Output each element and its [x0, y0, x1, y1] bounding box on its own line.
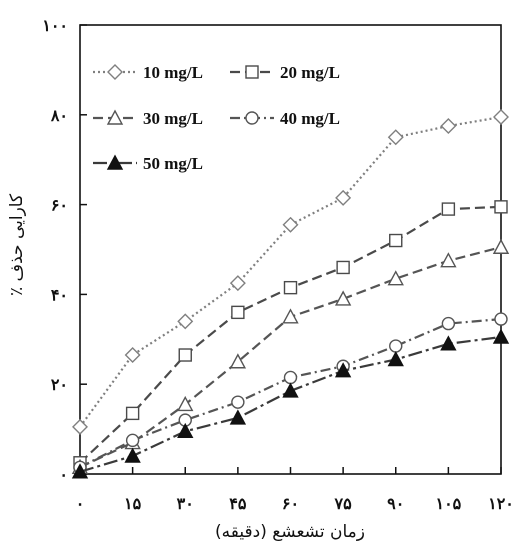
data-point [282, 382, 299, 398]
y-tick-label: ۶۰ [51, 196, 68, 215]
data-point [440, 335, 457, 351]
data-point [387, 351, 404, 367]
y-tick-label: ۴۰ [51, 285, 68, 304]
data-point [334, 290, 352, 306]
data-point [231, 305, 245, 320]
data-point [124, 447, 141, 463]
x-tick-label: ۷۵ [334, 494, 353, 513]
data-point [389, 233, 403, 248]
data-point [282, 216, 299, 233]
series-line [79, 335, 502, 473]
data-point [125, 406, 140, 421]
data-point [494, 200, 508, 214]
data-point [492, 238, 510, 254]
data-point [441, 202, 456, 216]
series-layer [71, 109, 510, 479]
data-point [494, 312, 508, 326]
data-point [282, 308, 299, 324]
data-point [335, 189, 352, 206]
legend-marker [107, 64, 123, 80]
legend-marker [245, 65, 259, 79]
legend-marker [106, 109, 124, 125]
series-line [79, 205, 502, 464]
legend-marker [245, 111, 259, 125]
series-4 [71, 328, 510, 479]
x-tick-label: ۱۰۵ [435, 494, 461, 513]
data-point [177, 422, 194, 439]
data-point [177, 313, 194, 330]
data-point [441, 316, 456, 331]
data-point [124, 347, 141, 364]
legend-label: 30 mg/L [143, 109, 203, 128]
data-point [231, 395, 245, 409]
legend-entry-1: 20 mg/L [230, 63, 340, 82]
x-tick-label: ۱۲۰ [488, 494, 514, 513]
series-1 [73, 200, 508, 470]
legend-entry-2: 30 mg/L [93, 109, 203, 128]
x-tick-label: ۶۰ [282, 494, 299, 513]
legend: 10 mg/L 20 mg/L 30 mg/L 40 mg/L 50 mg/L [93, 63, 340, 173]
axes-layer: ۰ ۲۰ ۴۰ ۶۰ ۸۰ ۱۰۰ ۰ ۱۵ ۳۰ ۴۵ ۶۰ ۷۵ ۹۰ ۱۰۵ ۱۲۰ [42, 16, 514, 513]
legend-entry-0: 10 mg/L [93, 63, 203, 82]
y-axis-title: کارایی حذف ٪ [7, 193, 27, 296]
legend-entry-3: 40 mg/L [230, 109, 340, 128]
x-tick-label: ۴۵ [229, 494, 247, 513]
x-tick-label: ۹۰ [387, 494, 404, 513]
series-line [79, 246, 502, 469]
data-point [177, 395, 194, 412]
data-point [229, 409, 247, 425]
legend-label: 40 mg/L [280, 109, 340, 128]
legend-label: 20 mg/L [280, 63, 340, 82]
data-point [229, 353, 247, 369]
data-point [389, 339, 403, 353]
y-tick-label: ۲۰ [51, 375, 68, 394]
y-tick-label: ۱۰۰ [42, 16, 68, 35]
data-point [125, 433, 140, 448]
data-point [440, 118, 457, 135]
legend-label: 10 mg/L [143, 63, 203, 82]
data-point [283, 370, 298, 385]
data-point [440, 252, 457, 268]
data-point [229, 275, 246, 292]
series-3 [73, 312, 508, 474]
data-point [178, 348, 192, 362]
legend-entry-4: 50 mg/L [93, 154, 203, 173]
legend-marker [106, 154, 124, 170]
data-point [72, 418, 88, 435]
plot-frame [79, 24, 502, 475]
y-tick-label: ۰ [59, 465, 68, 484]
x-tick-label: ۳۰ [177, 494, 194, 513]
legend-label: 50 mg/L [143, 154, 203, 173]
series-0 [72, 109, 509, 435]
x-tick-label: ۱۵ [124, 494, 142, 513]
data-point [334, 362, 352, 378]
data-point [387, 129, 404, 146]
data-point [71, 463, 89, 479]
data-point [493, 109, 509, 126]
data-point [387, 270, 404, 286]
x-axis-title: زمان تشعشع (دقیقه) [215, 522, 365, 542]
data-point [492, 328, 510, 344]
x-tick-label: ۰ [76, 494, 85, 513]
data-point [336, 260, 350, 275]
data-point [283, 280, 298, 295]
y-tick-label: ۸۰ [50, 106, 68, 125]
